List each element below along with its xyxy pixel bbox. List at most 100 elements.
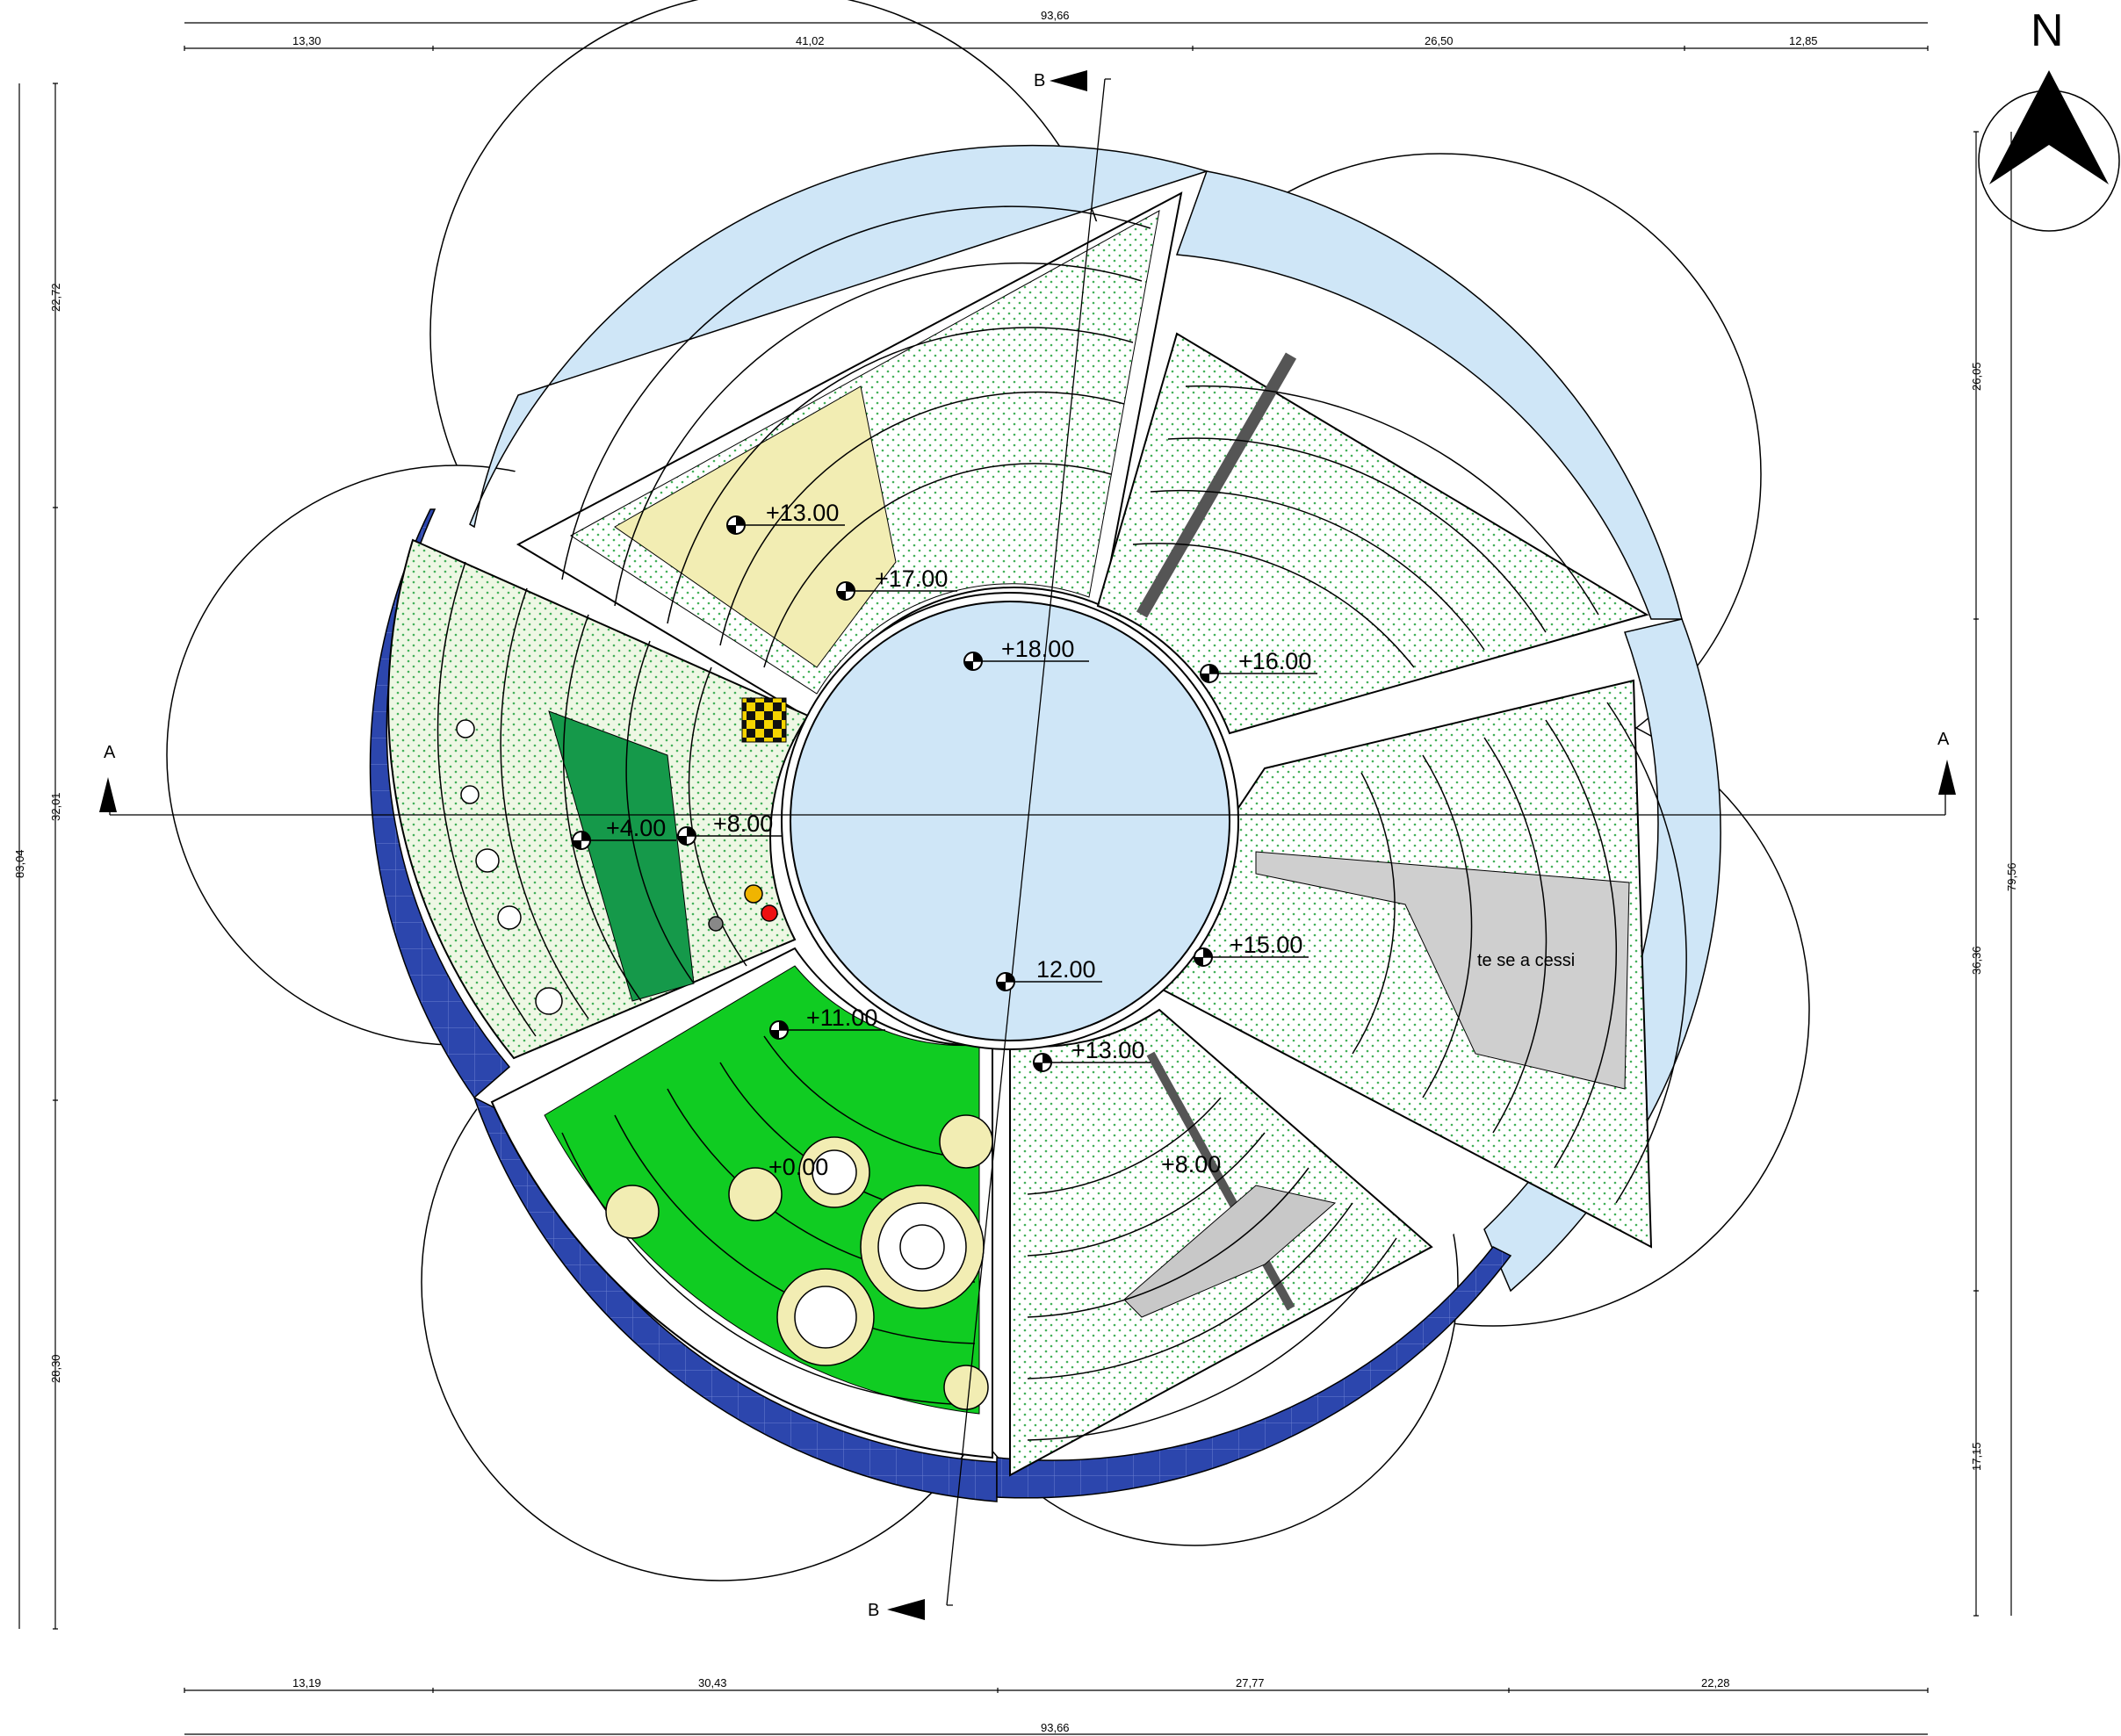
sector-southeast-paving	[1123, 1185, 1337, 1318]
section-a-right-label: A	[1937, 730, 1950, 749]
level-label-southeast: +13.00	[1071, 1037, 1144, 1063]
terrace-arc-e1	[1606, 702, 1687, 1204]
terrace-arc-se5	[1027, 1097, 1222, 1195]
terrace-arc-s5	[763, 1035, 976, 1160]
round-planter-3-inner	[812, 1149, 857, 1195]
marker-yellow	[744, 884, 763, 904]
level-label-northeast: +16.00	[1238, 648, 1311, 674]
dim-bottom-seg-4: 22,28	[1701, 1676, 1730, 1689]
terrace-arc-n4	[719, 391, 1125, 646]
level-label-west-outer: +4.00	[606, 815, 666, 841]
terrace-arc-n2	[614, 262, 1143, 607]
section-line-b-ticks	[947, 78, 1111, 1606]
section-markers: A A B B	[99, 70, 1956, 1620]
central-pool	[790, 601, 1230, 1041]
terrace-arc-n5	[763, 463, 1112, 668]
level-marker-west: +8.00	[677, 810, 782, 846]
terrace-arc-e5	[1352, 772, 1396, 1055]
dim-bottom-seg-2: 30,43	[698, 1676, 727, 1689]
terrace-arc-s2	[614, 1114, 976, 1344]
level-label-west: +8.00	[713, 810, 773, 837]
dim-right-seg-3: 17,15	[1970, 1442, 1983, 1471]
sector-west-checker-pad	[741, 697, 787, 743]
level-marker-east: +15.00	[1194, 932, 1309, 967]
north-arrow-icon	[1989, 70, 2049, 184]
dim-bottom-seg-1: 13,19	[292, 1676, 321, 1689]
section-b-bottom-arrow-icon	[887, 1599, 925, 1620]
terrace-arc-n3	[667, 327, 1134, 624]
section-b-top-label: B	[1034, 71, 1045, 90]
north-label: N	[2031, 5, 2064, 56]
sector-north-plaza	[614, 385, 897, 668]
round-planter-1-core	[899, 1224, 945, 1270]
terrace-arc-w1	[436, 561, 537, 1037]
marker-red	[761, 904, 778, 922]
terrace-arc-e4	[1422, 754, 1473, 1099]
water-north	[469, 144, 1209, 529]
round-planter-7	[605, 1185, 660, 1239]
level-marker-west-outer: +4.00	[572, 815, 676, 850]
water-bands	[469, 144, 1721, 1293]
terrace-arc-e3	[1483, 737, 1547, 1134]
level-marker-center: +18.00	[963, 636, 1089, 671]
terrace-arc-ne4	[1132, 543, 1415, 668]
dim-top-seg-2: 41,02	[796, 34, 825, 47]
dim-left-total: 83,04	[13, 849, 26, 878]
level-label-north: +17.00	[875, 565, 948, 592]
water-northeast	[1175, 170, 1683, 620]
level-label-southeast-inner: +8.00	[1161, 1151, 1221, 1178]
sector-southeast-path	[1146, 1051, 1295, 1311]
dim-top-seg-3: 26,50	[1425, 34, 1454, 47]
marker-grey	[708, 916, 724, 932]
level-marker-northwest: +13.00	[726, 500, 845, 535]
sector-northeast	[1096, 332, 1649, 735]
round-planter-2-inner	[794, 1286, 857, 1349]
south-round-features	[605, 1114, 993, 1410]
round-planter-4	[728, 1167, 783, 1221]
level-markers: +18.00 +17.00 +13.00 +16.00 +15.00	[572, 500, 1575, 1180]
table-3	[535, 987, 563, 1015]
section-a-left-label: A	[104, 743, 116, 762]
section-line-b	[946, 78, 1106, 1606]
dim-right-seg-1: 26,05	[1970, 362, 1983, 391]
section-b-top-arrow-icon	[1050, 70, 1087, 91]
terrace-arc-ne2	[1167, 437, 1547, 633]
dim-top-total: 93,66	[1041, 9, 1070, 22]
west-tables	[456, 719, 778, 1015]
terrace-arc-w2	[500, 587, 589, 1019]
level-label-center: +18.00	[1001, 636, 1074, 662]
round-planter-5	[939, 1114, 993, 1169]
table-4	[460, 785, 480, 804]
terrace-arc-s1	[561, 1132, 976, 1406]
table-1	[475, 848, 500, 873]
section-a-left-arrow-icon	[99, 777, 117, 812]
level-marker-center-south: 12.00	[996, 956, 1102, 991]
water-east	[1483, 618, 1721, 1293]
terrace-arc-ne1	[1185, 385, 1599, 616]
pool-southeast	[996, 1246, 1512, 1499]
terrace-arc-w5	[688, 666, 747, 967]
level-marker-northeast: +16.00	[1200, 648, 1317, 683]
dim-bottom-total: 93,66	[1041, 1721, 1070, 1734]
dim-top-seg-1: 13,30	[292, 34, 321, 47]
terrace-arc-se1	[1027, 1237, 1397, 1441]
level-label-northwest: +13.00	[766, 500, 839, 526]
round-planter-6	[943, 1365, 989, 1410]
level-label-south: +11.00	[806, 1005, 877, 1031]
round-planter-1-inner	[877, 1202, 967, 1292]
east-partial-label: te se a cessi	[1477, 951, 1575, 970]
north-arrow: N	[1978, 5, 2120, 232]
dim-left-seg-2: 32,01	[49, 792, 62, 821]
terrace-arc-se4	[1027, 1132, 1266, 1257]
terrace-arc-e2	[1545, 719, 1617, 1169]
dimension-lines	[18, 22, 2012, 1735]
table-5	[456, 719, 475, 738]
terrace-arc-n1	[561, 205, 1151, 580]
level-marker-south: +11.00	[769, 1005, 885, 1040]
level-label-south-inner: +0.00	[768, 1154, 828, 1180]
section-a-right-arrow-icon	[1938, 760, 1956, 795]
dim-left-seg-1: 22,72	[49, 283, 62, 312]
terrace-arc-ne3	[1150, 489, 1485, 651]
level-label-east: +15.00	[1230, 932, 1302, 958]
